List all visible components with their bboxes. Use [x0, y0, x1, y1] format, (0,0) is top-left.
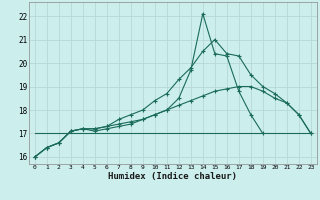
X-axis label: Humidex (Indice chaleur): Humidex (Indice chaleur): [108, 172, 237, 181]
